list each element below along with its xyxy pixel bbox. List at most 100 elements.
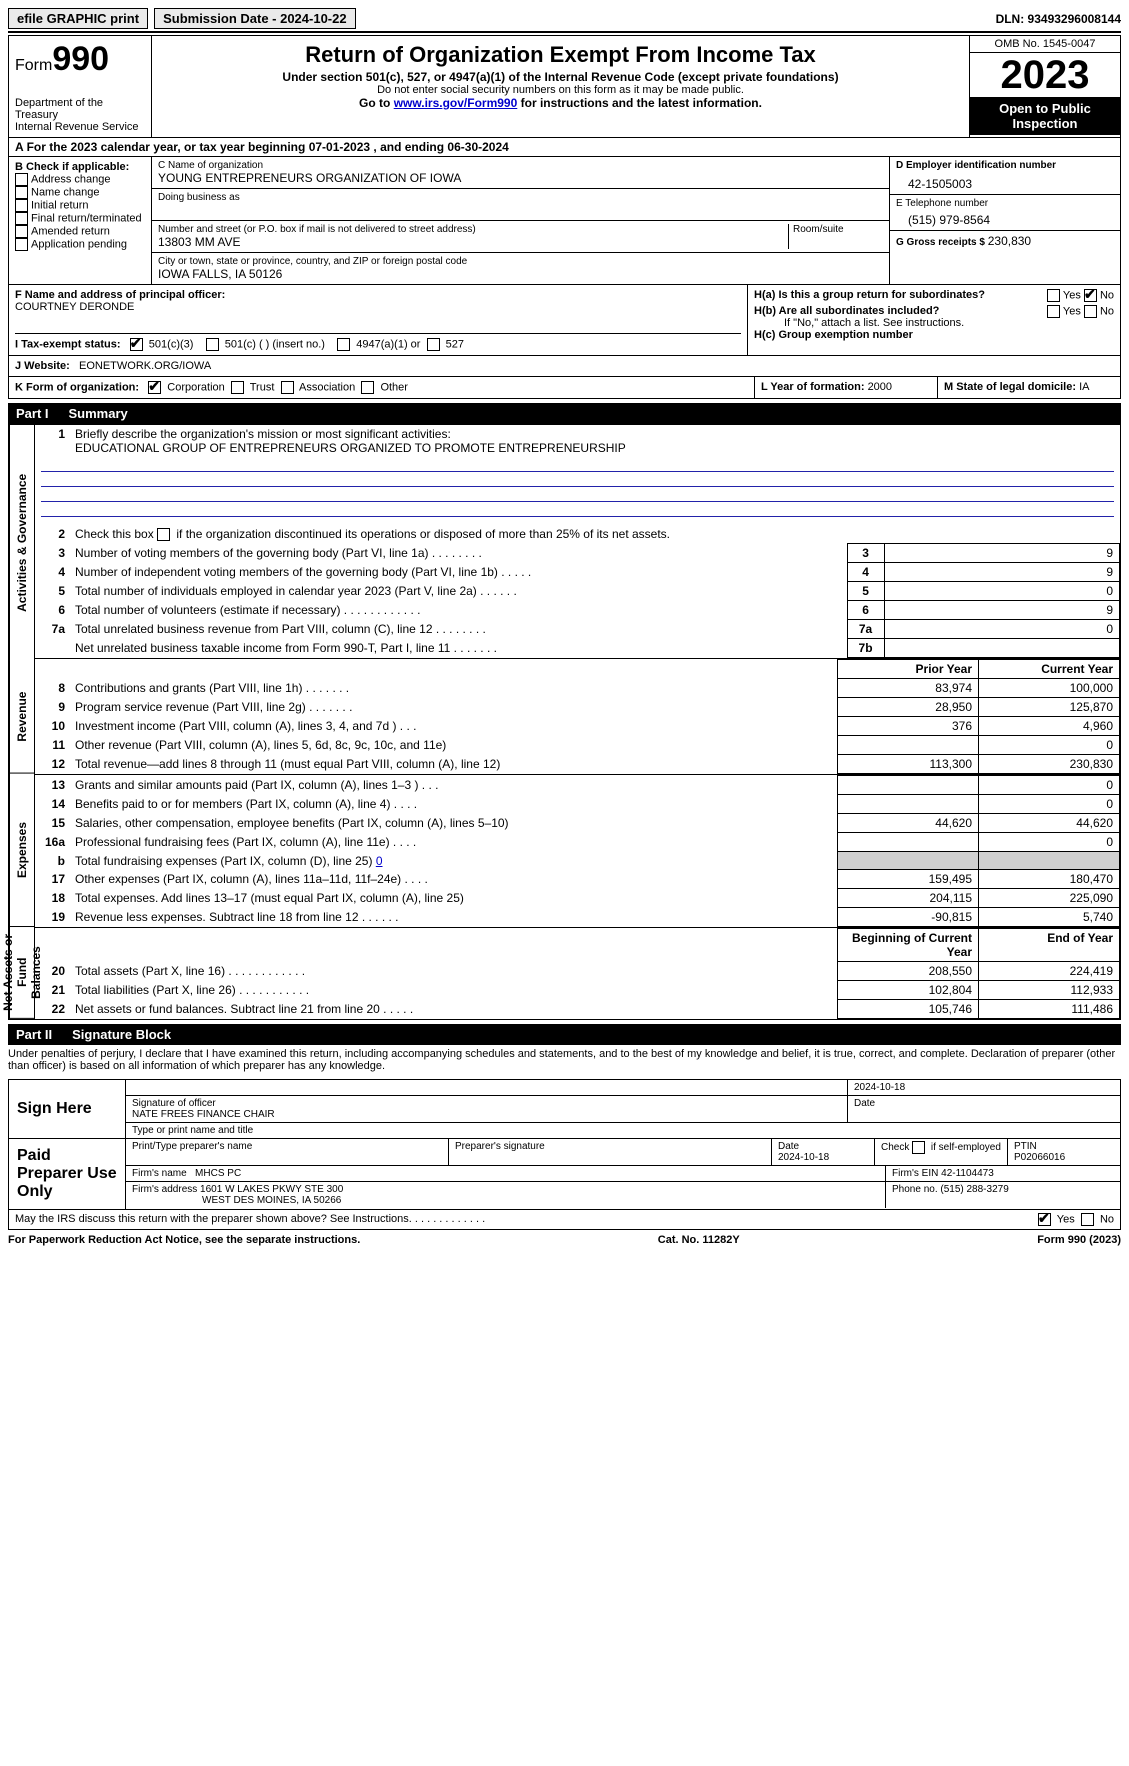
- hdr-begin: Beginning of Current Year: [838, 929, 979, 962]
- tax-year: 2023: [970, 53, 1120, 97]
- chk-501c3[interactable]: [130, 338, 143, 351]
- line-16a-prior: [838, 833, 979, 852]
- summary-table: Activities & Governance Revenue Expenses…: [8, 424, 1121, 1020]
- chk-address-change[interactable]: [15, 173, 28, 186]
- domicile-value: IA: [1079, 381, 1089, 393]
- gross-value: 230,830: [988, 234, 1031, 248]
- chk-hb-no[interactable]: [1084, 305, 1097, 318]
- line-8-prior: 83,974: [838, 679, 979, 698]
- line-8-current: 100,000: [979, 679, 1120, 698]
- chk-discuss-no[interactable]: [1081, 1213, 1094, 1226]
- org-name-label: C Name of organization: [158, 160, 883, 171]
- submission-date-box: Submission Date - 2024-10-22: [154, 8, 356, 29]
- chk-line-2[interactable]: [157, 528, 170, 541]
- prep-date: 2024-10-18: [778, 1152, 829, 1163]
- subtitle-1: Under section 501(c), 527, or 4947(a)(1)…: [160, 70, 961, 84]
- line-22-current: 111,486: [979, 1000, 1120, 1019]
- side-net-assets: Net Assets or Fund Balances: [9, 927, 34, 1019]
- dept-treasury: Department of the Treasury: [15, 97, 145, 121]
- line-13-current: 0: [979, 776, 1120, 795]
- chk-corp[interactable]: [148, 381, 161, 394]
- website-row: J Website: EONETWORK.ORG/IOWA: [8, 356, 1121, 377]
- chk-amended[interactable]: [15, 225, 28, 238]
- phone-value: (515) 979-8564: [896, 209, 1114, 227]
- line-9-label: Program service revenue (Part VIII, line…: [71, 698, 838, 717]
- line-11-label: Other revenue (Part VIII, column (A), li…: [71, 736, 838, 755]
- line-7a-value: 0: [884, 620, 1119, 639]
- line-21-prior: 102,804: [838, 981, 979, 1000]
- chk-4947[interactable]: [337, 338, 350, 351]
- chk-discuss-yes[interactable]: [1038, 1213, 1051, 1226]
- prep-name-label: Print/Type preparer's name: [126, 1139, 449, 1165]
- subtitle-2: Do not enter social security numbers on …: [160, 84, 961, 96]
- page-footer: For Paperwork Reduction Act Notice, see …: [8, 1234, 1121, 1246]
- line-18-prior: 204,115: [838, 889, 979, 908]
- chk-trust[interactable]: [231, 381, 244, 394]
- chk-final-return[interactable]: [15, 212, 28, 225]
- line-6-value: 9: [884, 601, 1119, 620]
- line-20-prior: 208,550: [838, 962, 979, 981]
- website-value: EONETWORK.ORG/IOWA: [79, 360, 211, 372]
- form-number: 990: [52, 40, 109, 78]
- line-7b-value: [884, 639, 1119, 658]
- firm-addr-1: 1601 W LAKES PKWY STE 300: [200, 1184, 343, 1195]
- line-19-current: 5,740: [979, 908, 1120, 927]
- line-11-current: 0: [979, 736, 1120, 755]
- line-16b-current: [979, 852, 1120, 870]
- firm-addr-2: WEST DES MOINES, IA 50266: [132, 1195, 341, 1206]
- chk-527[interactable]: [427, 338, 440, 351]
- open-inspection: Open to Public Inspection: [970, 97, 1120, 135]
- klm-row: K Form of organization: Corporation Trus…: [8, 377, 1121, 399]
- line-17-label: Other expenses (Part IX, column (A), lin…: [71, 870, 838, 889]
- line-22-prior: 105,746: [838, 1000, 979, 1019]
- signature-block: Sign Here 2024-10-18 Signature of office…: [8, 1079, 1121, 1210]
- chk-other[interactable]: [361, 381, 374, 394]
- ein-value: 42-1505003: [896, 171, 1114, 191]
- fh-row: F Name and address of principal officer:…: [8, 285, 1121, 356]
- line-1-value: EDUCATIONAL GROUP OF ENTREPRENEURS ORGAN…: [75, 441, 626, 455]
- form-header: Form990 Department of the Treasury Inter…: [8, 35, 1121, 138]
- firm-phone: (515) 288-3279: [940, 1184, 1008, 1195]
- chk-501c[interactable]: [206, 338, 219, 351]
- line-15-label: Salaries, other compensation, employee b…: [71, 814, 838, 833]
- ein-label: D Employer identification number: [896, 160, 1114, 171]
- officer-label: F Name and address of principal officer:: [15, 289, 741, 301]
- subtitle-3: Go to www.irs.gov/Form990 for instructio…: [160, 96, 961, 110]
- line-14-prior: [838, 795, 979, 814]
- line-6-label: Total number of volunteers (estimate if …: [71, 601, 847, 620]
- efile-button[interactable]: efile GRAPHIC print: [8, 8, 148, 29]
- hdr-end: End of Year: [979, 929, 1120, 962]
- line-16a-current: 0: [979, 833, 1120, 852]
- chk-self-emp[interactable]: [912, 1141, 925, 1154]
- irs-link[interactable]: www.irs.gov/Form990: [394, 96, 518, 110]
- chk-ha-yes[interactable]: [1047, 289, 1060, 302]
- officer-name: COURTNEY DERONDE: [15, 301, 741, 313]
- box-b-title: B Check if applicable:: [15, 161, 145, 173]
- irs-label: Internal Revenue Service: [15, 121, 145, 133]
- line-12-label: Total revenue—add lines 8 through 11 (mu…: [71, 755, 838, 774]
- dba-label: Doing business as: [158, 192, 883, 203]
- form-prefix: Form: [15, 57, 52, 74]
- line-16b-prior: [838, 852, 979, 870]
- part-2-header: Part IISignature Block: [8, 1024, 1121, 1045]
- line-9-current: 125,870: [979, 698, 1120, 717]
- part-1-header: Part ISummary: [8, 403, 1121, 424]
- chk-hb-yes[interactable]: [1047, 305, 1060, 318]
- chk-assoc[interactable]: [281, 381, 294, 394]
- line-18-label: Total expenses. Add lines 13–17 (must eq…: [71, 889, 838, 908]
- line-13-label: Grants and similar amounts paid (Part IX…: [71, 776, 838, 795]
- chk-name-change[interactable]: [15, 186, 28, 199]
- line-10-current: 4,960: [979, 717, 1120, 736]
- discuss-row: May the IRS discuss this return with the…: [8, 1210, 1121, 1230]
- line-14-label: Benefits paid to or for members (Part IX…: [71, 795, 838, 814]
- penalty-statement: Under penalties of perjury, I declare th…: [8, 1045, 1121, 1075]
- side-activities: Activities & Governance: [9, 425, 34, 661]
- hb-note: If "No," attach a list. See instructions…: [754, 317, 1114, 329]
- street-label: Number and street (or P.O. box if mail i…: [158, 224, 784, 235]
- chk-app-pending[interactable]: [15, 238, 28, 251]
- footer-left: For Paperwork Reduction Act Notice, see …: [8, 1234, 360, 1246]
- chk-ha-no[interactable]: [1084, 289, 1097, 302]
- chk-initial-return[interactable]: [15, 199, 28, 212]
- line-16b-link[interactable]: 0: [376, 854, 383, 868]
- hc-label: H(c) Group exemption number: [754, 329, 913, 341]
